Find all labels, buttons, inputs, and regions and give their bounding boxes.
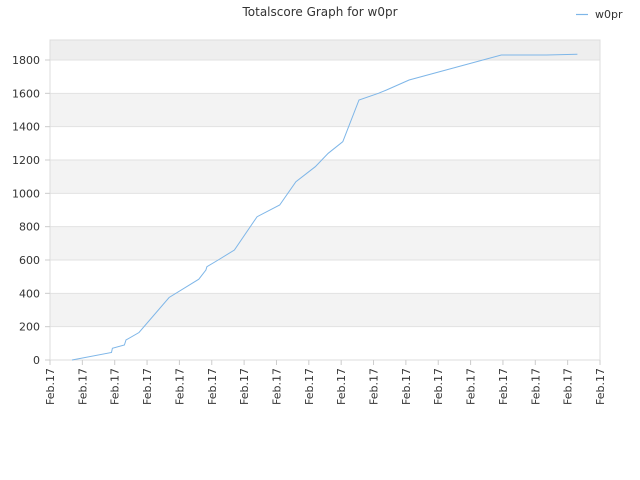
y-tick-label: 1000 (12, 187, 40, 200)
plot-band (50, 160, 600, 194)
y-tick-label: 0 (33, 354, 40, 367)
y-tick-label: 1600 (12, 87, 40, 100)
x-tick-label: Feb.17 (594, 368, 607, 405)
x-tick-label: Feb.17 (529, 368, 542, 405)
y-tick-label: 200 (19, 321, 40, 334)
x-tick-label: Feb.17 (270, 368, 283, 405)
x-tick-label: Feb.17 (497, 368, 510, 405)
plot-band (50, 260, 600, 294)
legend: w0pr (576, 8, 623, 21)
plot-band (50, 326, 600, 360)
legend-label-w0pr: w0pr (595, 8, 623, 21)
x-axis-ticks: Feb.17 Feb.17 Feb.17 Feb.17 Feb.17 Feb.17 Feb.… (44, 360, 607, 405)
y-axis-ticks: 0 200 400 600 800 1000 1200 1400 1600 1800 (12, 54, 50, 367)
x-tick-label: Feb.17 (400, 368, 413, 405)
x-tick-label: Feb.17 (432, 368, 445, 405)
series-line-w0pr (71, 53, 578, 361)
x-tick-label: Feb.17 (562, 368, 575, 405)
plot-background (50, 40, 600, 361)
plot-band (50, 126, 600, 160)
plot-band (50, 60, 600, 94)
y-tick-label: 600 (19, 254, 40, 267)
x-tick-label: Feb.17 (238, 368, 251, 405)
x-tick-label: Feb.17 (109, 368, 122, 405)
x-tick-label: Feb.17 (44, 368, 57, 405)
x-tick-label: Feb.17 (303, 368, 316, 405)
plot-band (50, 40, 600, 60)
plot-frame (49, 39, 601, 361)
y-tick-label: 400 (19, 287, 40, 300)
y-tick-label: 800 (19, 221, 40, 234)
y-tick-label: 1200 (12, 154, 40, 167)
plot-band (50, 293, 600, 327)
x-tick-label: Feb.17 (335, 368, 348, 405)
plot-band (50, 226, 600, 260)
plot-band (50, 93, 600, 127)
plot-band (50, 193, 600, 227)
chart-title: Totalscore Graph for w0pr (241, 5, 397, 19)
x-tick-label: Feb.17 (76, 368, 89, 405)
y-tick-label: 1800 (12, 54, 40, 67)
x-tick-label: Feb.17 (173, 368, 186, 405)
x-tick-label: Feb.17 (368, 368, 381, 405)
x-tick-label: Feb.17 (141, 368, 154, 405)
x-tick-label: Feb.17 (206, 368, 219, 405)
y-tick-label: 1400 (12, 121, 40, 134)
x-tick-label: Feb.17 (465, 368, 478, 405)
